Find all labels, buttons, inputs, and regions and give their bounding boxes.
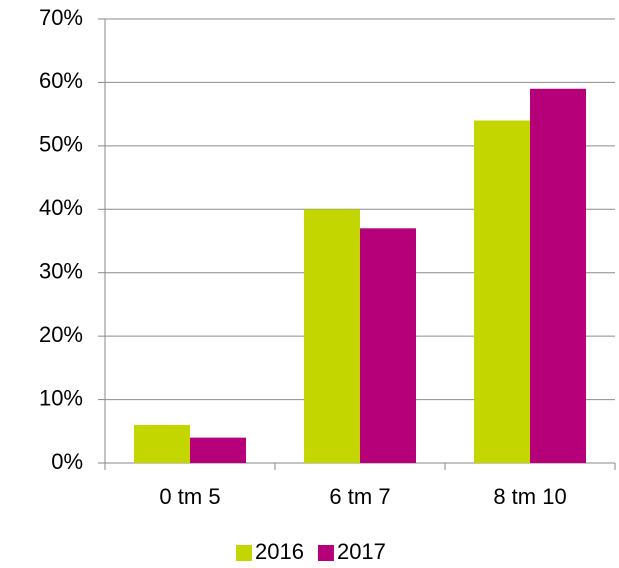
legend-label: 2016 (255, 539, 304, 564)
bar (190, 437, 246, 463)
legend-swatch (236, 545, 252, 561)
bar (474, 120, 530, 463)
y-tick-label: 30% (39, 259, 83, 284)
bar (530, 88, 586, 464)
y-tick-label: 60% (39, 68, 83, 93)
x-tick-label: 8 tm 10 (493, 484, 566, 509)
y-tick-label: 70% (39, 5, 83, 30)
legend-label: 2017 (337, 539, 386, 564)
y-tick-label: 50% (39, 132, 83, 157)
y-tick-label: 20% (39, 322, 83, 347)
bar (134, 424, 190, 463)
y-tick-label: 10% (39, 385, 83, 410)
bar (304, 209, 360, 463)
y-tick-label: 40% (39, 195, 83, 220)
y-tick-label: 0% (51, 449, 83, 474)
x-tick-label: 0 tm 5 (159, 484, 220, 509)
x-tick-label: 6 tm 7 (329, 484, 390, 509)
bar (360, 228, 416, 463)
legend-swatch (317, 545, 334, 561)
